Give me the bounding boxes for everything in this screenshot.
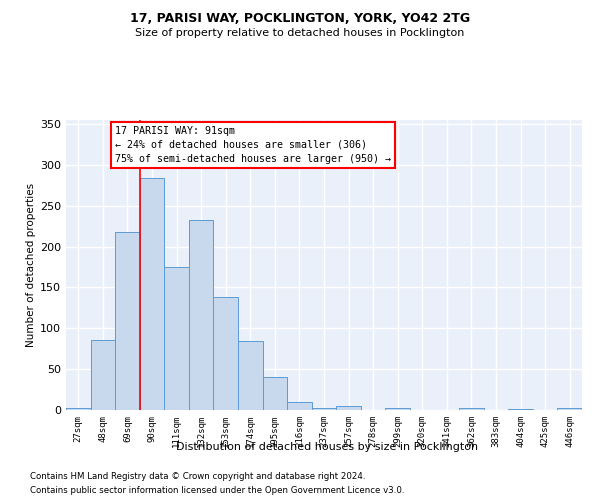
Y-axis label: Number of detached properties: Number of detached properties	[26, 183, 36, 347]
Bar	[189, 220, 214, 410]
Bar	[238, 340, 263, 410]
Bar	[336, 406, 361, 410]
Bar	[66, 408, 91, 410]
Bar	[287, 402, 312, 410]
Bar	[557, 408, 582, 410]
Text: Distribution of detached houses by size in Pocklington: Distribution of detached houses by size …	[176, 442, 478, 452]
Bar	[459, 408, 484, 410]
Bar	[140, 178, 164, 410]
Bar	[312, 408, 336, 410]
Text: 17, PARISI WAY, POCKLINGTON, YORK, YO42 2TG: 17, PARISI WAY, POCKLINGTON, YORK, YO42 …	[130, 12, 470, 26]
Text: Contains HM Land Registry data © Crown copyright and database right 2024.: Contains HM Land Registry data © Crown c…	[30, 472, 365, 481]
Bar	[164, 267, 189, 410]
Bar	[214, 298, 238, 410]
Bar	[263, 378, 287, 410]
Text: Size of property relative to detached houses in Pocklington: Size of property relative to detached ho…	[136, 28, 464, 38]
Text: Contains public sector information licensed under the Open Government Licence v3: Contains public sector information licen…	[30, 486, 404, 495]
Bar	[91, 340, 115, 410]
Bar	[115, 232, 140, 410]
Bar	[385, 408, 410, 410]
Bar	[508, 409, 533, 410]
Text: 17 PARISI WAY: 91sqm
← 24% of detached houses are smaller (306)
75% of semi-deta: 17 PARISI WAY: 91sqm ← 24% of detached h…	[115, 126, 391, 164]
